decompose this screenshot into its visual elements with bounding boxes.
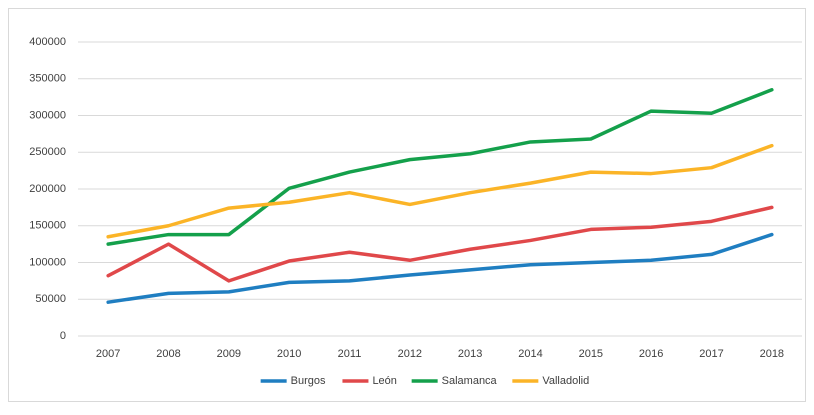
- x-tick-label: 2010: [277, 348, 301, 360]
- x-tick-label: 2017: [699, 348, 723, 360]
- x-tick-label: 2018: [760, 348, 784, 360]
- line-series: [106, 88, 774, 246]
- x-tick-label: 2009: [217, 348, 241, 360]
- x-tick-label: 2014: [518, 348, 542, 360]
- line-series: [106, 232, 774, 304]
- y-tick-label: 200000: [29, 183, 66, 195]
- line-series: [106, 205, 774, 283]
- x-tick-label: 2013: [458, 348, 482, 360]
- x-tick-label: 2015: [579, 348, 603, 360]
- x-tick-label: 2012: [398, 348, 422, 360]
- y-tick-label: 50000: [35, 293, 66, 305]
- y-tick-label: 250000: [29, 146, 66, 158]
- y-tick-label: 150000: [29, 220, 66, 232]
- legend-label: León: [372, 375, 396, 387]
- legend-label: Salamanca: [442, 375, 498, 387]
- x-tick-label: 2008: [156, 348, 180, 360]
- y-tick-label: 300000: [29, 109, 66, 121]
- legend-label: Burgos: [291, 375, 326, 387]
- y-tick-label: 350000: [29, 73, 66, 85]
- line-series: [106, 143, 774, 239]
- legend-label: Valladolid: [542, 375, 589, 387]
- x-tick-label: 2007: [96, 348, 120, 360]
- x-tick-label: 2016: [639, 348, 663, 360]
- x-tick-label: 2011: [338, 348, 362, 360]
- y-tick-label: 400000: [29, 36, 66, 48]
- y-tick-label: 100000: [29, 256, 66, 268]
- y-tick-label: 0: [60, 330, 66, 342]
